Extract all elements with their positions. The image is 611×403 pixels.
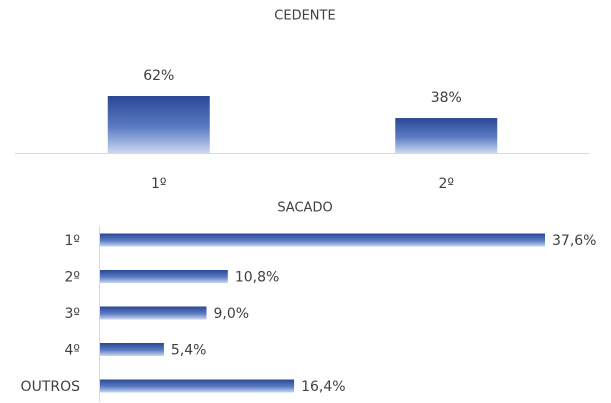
y-tick-label: 1º [64,233,80,249]
value-label: 9,0% [214,306,250,322]
bar [100,306,207,320]
bar [100,343,164,356]
y-tick-label: 2º [64,270,80,286]
y-tick-label: 4º [64,343,80,359]
value-label: 62% [143,68,174,84]
value-label: 16,4% [301,379,345,395]
y-tick-label: OUTROS [21,379,81,395]
value-label: 5,4% [171,343,207,359]
x-tick-label: 1º [151,176,167,192]
y-tick-label: 3º [64,306,80,322]
x-tick-label: 2º [438,176,454,192]
bar [107,96,210,153]
bar [100,270,228,283]
value-label: 38% [431,90,462,106]
chart-title: SACADO [277,201,332,216]
bar [100,379,295,393]
chart-title: CEDENTE [274,9,335,24]
bar [100,233,545,247]
value-label: 10,8% [235,270,279,286]
value-label: 37,6% [552,233,596,249]
bar [395,118,498,153]
